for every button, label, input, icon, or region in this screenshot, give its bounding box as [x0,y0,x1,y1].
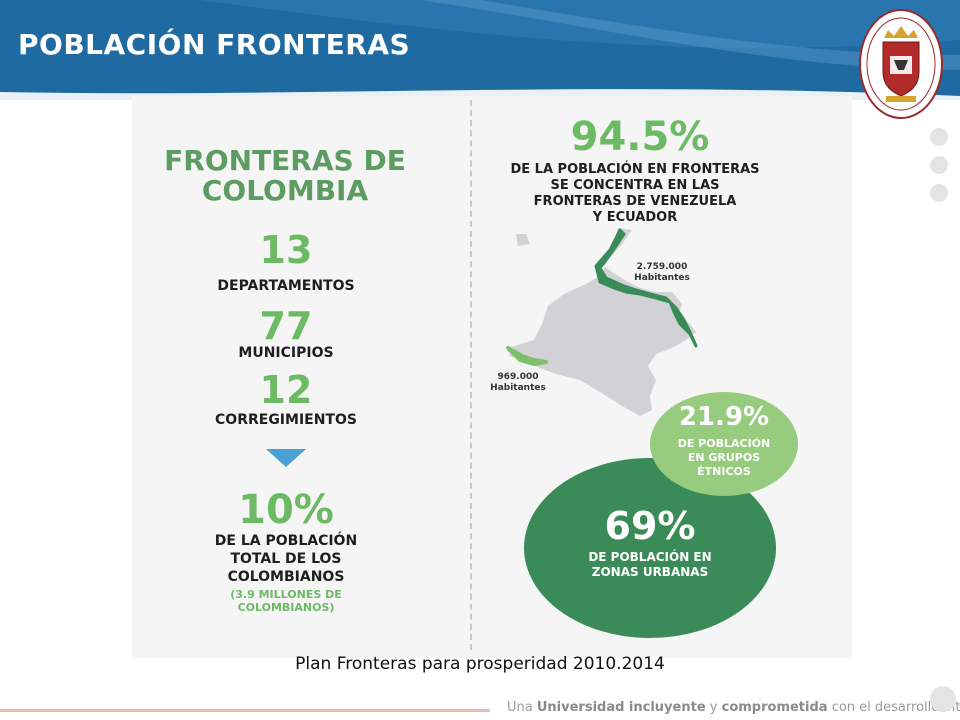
ethnic-text-line: ÉTNICOS [697,465,751,478]
panel-divider [470,100,472,650]
borders-title-line: COLOMBIA [201,174,369,207]
footer-rule [0,709,490,712]
ethnic-text: DE POBLACIÓN EN GRUPOS ÉTNICOS [655,437,793,479]
total-percent-text: DE LA POBLACIÓN TOTAL DE LOS COLOMBIANOS [176,532,396,586]
decorative-dot [930,128,948,146]
header-band: POBLACIÓN FRONTERAS [0,0,960,100]
total-percent-line: TOTAL DE LOS [230,551,342,567]
millions-note-line: COLOMBIANOS) [237,601,335,614]
colombia-map [506,228,698,416]
municipalities-label: MUNICIPIOS [238,345,334,361]
urban-text-line: DE POBLACIÓN EN [588,550,712,564]
university-seal-logo [859,9,943,119]
slide-title: POBLACIÓN FRONTERAS [18,28,411,61]
map-label-west-line: 969.000 [497,372,539,382]
ethnic-text-line: EN GRUPOS [687,451,761,464]
decorative-dot [930,686,956,712]
concentration-line: SE CONCENTRA EN LAS [550,178,720,193]
concentration-percent: 94.5% [570,114,710,160]
urban-text-line: ZONAS URBANAS [591,565,709,579]
footer-text-part: Una [507,700,537,715]
footer-text-bold: comprometida [721,700,828,715]
departments-label: DEPARTAMENTOS [217,278,355,294]
concentration-text: DE LA POBLACIÓN EN FRONTERAS SE CONCENTR… [500,162,770,226]
map-label-east-line: Habitantes [634,273,690,283]
urban-percent: 69% [604,504,696,548]
millions-note-line: (3.9 MILLONES DE [230,588,342,601]
municipalities-value: 77 [259,304,313,348]
footer-text-part: y [705,700,722,715]
decorative-dot [930,156,948,174]
map-label-east: 2.759.000 Habitantes [622,262,702,284]
map-label-west-line: Habitantes [490,383,546,393]
map-label-west: 969.000 Habitantes [478,372,558,394]
total-percent-value: 10% [238,487,334,533]
ethnic-percent: 21.9% [678,402,770,432]
footer-text-bold: Universidad incluyente [536,700,706,715]
source-caption: Plan Fronteras para prosperidad 2010.201… [295,654,665,674]
concentration-line: FRONTERAS DE VENEZUELA [533,194,737,209]
footer-text-part: con el desarrollo integral [831,700,960,715]
borders-title-line: FRONTERAS DE [164,144,406,177]
corregimientos-label: CORREGIMIENTOS [215,412,357,428]
map-label-east-line: 2.759.000 [636,262,688,272]
corregimientos-value: 12 [259,368,313,412]
ethnic-text-line: DE POBLACIÓN [677,437,771,450]
footer-tagline: Una Universidad incluyente y comprometid… [507,700,960,715]
borders-title: FRONTERAS DE COLOMBIA [150,146,420,206]
concentration-line: DE LA POBLACIÓN EN FRONTERAS [510,162,760,177]
down-arrow-icon [266,449,306,467]
total-percent-line: COLOMBIANOS [227,569,345,585]
decorative-dot [930,184,948,202]
ethnic-groups-circle [650,392,798,496]
total-percent-line: DE LA POBLACIÓN [214,533,358,549]
departments-value: 13 [259,228,313,272]
urban-text: DE POBLACIÓN EN ZONAS URBANAS [550,550,750,580]
concentration-line: Y ECUADOR [592,210,678,225]
millions-note: (3.9 MILLONES DE COLOMBIANOS) [196,588,376,614]
